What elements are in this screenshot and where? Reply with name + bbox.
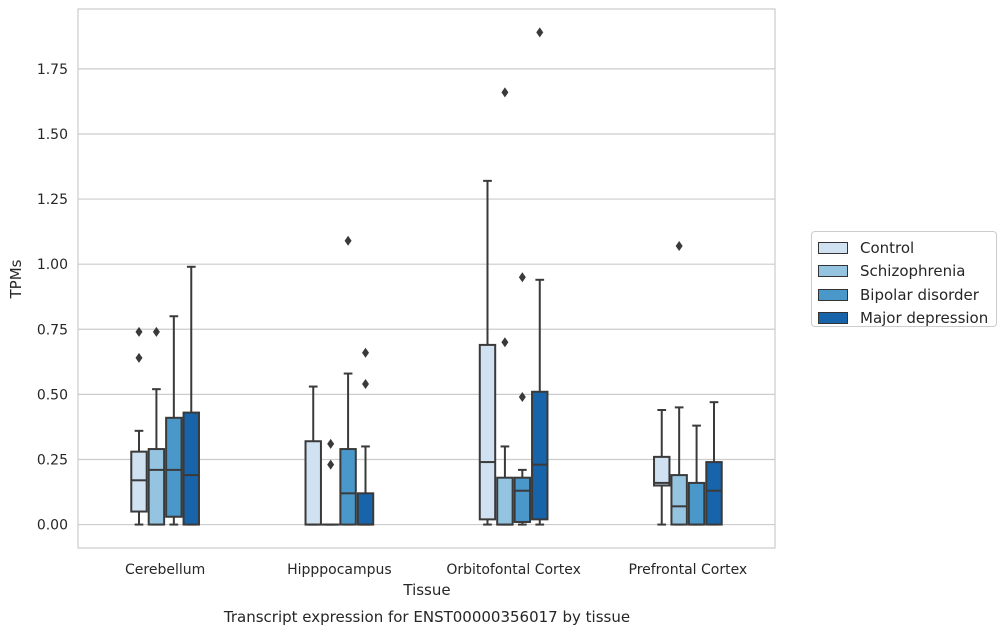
box-iqr: [130, 450, 148, 513]
box-iqr: [670, 474, 688, 526]
box-control: [653, 408, 671, 526]
box-bipolar-disorder: [687, 424, 706, 526]
box-schizophrenia: [670, 240, 688, 526]
y-tick-label: 0.00: [37, 518, 68, 534]
outlier-point: [362, 378, 370, 389]
legend-label: Bipolar disorder: [860, 285, 979, 304]
outlier-point: [344, 235, 352, 246]
box-iqr: [653, 455, 671, 487]
legend-item: Major depression: [818, 307, 996, 331]
box-iqr: [496, 476, 514, 526]
y-tick-label: 1.25: [37, 192, 68, 208]
box-major-depression: [705, 401, 723, 526]
box-iqr: [182, 411, 200, 526]
boxes: [130, 27, 723, 526]
box-major-depression: [531, 27, 549, 526]
outlier-point: [362, 347, 370, 358]
box-major-depression: [356, 347, 375, 526]
legend-item: Bipolar disorder: [818, 283, 996, 307]
legend-label: Schizophrenia: [860, 262, 966, 281]
box-iqr: [687, 481, 706, 526]
box-iqr: [165, 416, 183, 518]
legend-swatch: [818, 288, 848, 301]
x-tick-label: Cerebellum: [125, 562, 205, 578]
legend-swatch: [818, 312, 848, 325]
x-axis-ticks: Cerebellum Hipppocampus Orbitofontal Corte…: [125, 562, 747, 578]
y-tick-label: 1.00: [37, 257, 68, 273]
box-control: [478, 179, 497, 526]
box-bipolar-disorder: [339, 235, 357, 526]
box-schizophrenia: [321, 438, 340, 526]
outlier-point: [536, 27, 544, 38]
plot-area-frame: [77, 8, 776, 549]
box-iqr: [478, 343, 497, 521]
outlier-point: [675, 240, 683, 251]
box-iqr: [147, 448, 166, 526]
box-iqr: [513, 476, 532, 523]
legend-item: Schizophrenia: [818, 260, 996, 284]
box-iqr: [304, 440, 322, 526]
y-tick-label: 1.75: [37, 62, 68, 78]
box-major-depression: [182, 265, 200, 526]
outlier-point: [327, 459, 335, 470]
x-tick-label: Hipppocampus: [287, 562, 392, 578]
legend-label: Control: [860, 238, 915, 257]
box-schizophrenia: [496, 87, 514, 526]
box-control: [130, 326, 148, 526]
y-tick-label: 1.50: [37, 127, 68, 143]
x-tick-label: Prefrontal Cortex: [629, 562, 748, 578]
x-tick-label: Orbitofontal Cortex: [446, 562, 581, 578]
y-axis-ticks: 0.00 0.25 0.50 0.75 1.00 1.25 1.50 1.75: [37, 62, 68, 534]
chart-title: Transcript expression for ENST0000035601…: [223, 608, 630, 626]
y-tick-label: 0.50: [37, 387, 68, 403]
outlier-point: [501, 337, 509, 348]
outlier-point: [152, 326, 160, 337]
box-iqr: [705, 461, 723, 526]
box-iqr: [356, 492, 375, 526]
legend-item: Control: [818, 236, 996, 260]
outlier-point: [518, 391, 526, 402]
legend-label: Major depression: [860, 309, 989, 328]
outlier-point: [327, 438, 335, 449]
box-bipolar-disorder: [513, 272, 532, 526]
legend-swatch: [818, 241, 848, 254]
box-control: [304, 385, 322, 526]
box-iqr: [339, 448, 357, 526]
legend: Control Schizophrenia Bipolar disorder Majo…: [811, 231, 997, 327]
outlier-point: [135, 352, 143, 363]
outlier-point: [518, 272, 526, 283]
y-axis-label: TPMs: [7, 259, 25, 299]
box-schizophrenia: [147, 326, 166, 526]
outlier-point: [501, 87, 509, 98]
y-tick-label: 0.25: [37, 452, 68, 468]
x-axis-label: Tissue: [402, 581, 450, 599]
box-bipolar-disorder: [165, 315, 183, 526]
outlier-point: [135, 326, 143, 337]
box-iqr: [531, 390, 549, 521]
y-tick-label: 0.75: [37, 322, 68, 338]
legend-swatch: [818, 265, 848, 278]
